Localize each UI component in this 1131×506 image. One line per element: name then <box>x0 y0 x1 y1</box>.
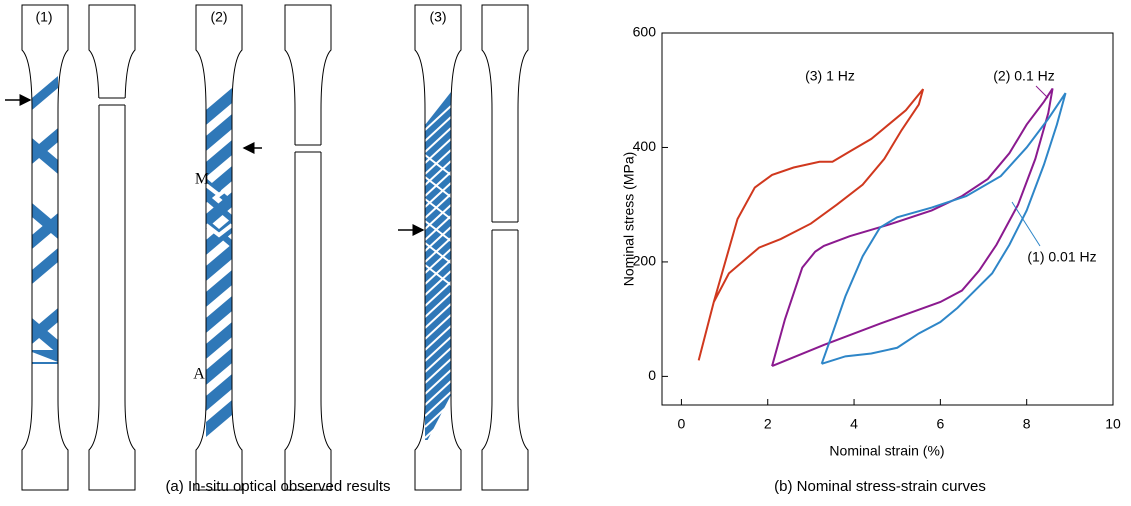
leader-line <box>1011 201 1041 247</box>
band-gap <box>425 380 451 406</box>
bands <box>206 88 232 437</box>
band-gap <box>425 325 451 351</box>
band <box>206 244 232 281</box>
band-gap <box>425 237 451 263</box>
band-gap <box>425 220 451 242</box>
specimen-label: (2) <box>210 9 227 25</box>
band-gap <box>425 116 451 142</box>
gap <box>94 98 130 105</box>
band <box>206 88 232 125</box>
series-label: (2) 0.1 Hz <box>993 68 1054 84</box>
caption: (b) Nominal stress-strain curves <box>774 478 986 495</box>
x-axis-title: Nominal strain (%) <box>829 443 944 459</box>
specimen <box>21 4 69 491</box>
band <box>206 140 232 177</box>
band-gap <box>206 183 232 198</box>
band-gap <box>32 352 58 362</box>
band-gap <box>425 369 451 395</box>
band <box>206 374 232 411</box>
specimen <box>414 4 462 491</box>
band <box>32 76 58 110</box>
band <box>206 166 232 203</box>
bands <box>425 92 451 440</box>
band-gap <box>425 413 451 439</box>
band <box>32 318 58 354</box>
band-gap <box>425 314 451 340</box>
band <box>206 400 232 437</box>
band-gap <box>425 154 451 176</box>
gap <box>487 222 523 230</box>
leader-line <box>1035 85 1049 99</box>
band <box>206 114 232 151</box>
band-gap <box>425 259 451 285</box>
x-tick-label: 2 <box>764 416 772 432</box>
gap <box>290 145 326 152</box>
band <box>206 322 232 359</box>
band-gap <box>425 270 451 296</box>
x-tick-label: 6 <box>936 416 944 432</box>
panel-a <box>5 4 529 491</box>
specimen-label: (1) <box>35 9 52 25</box>
band-gap <box>206 223 232 238</box>
band-gap <box>425 105 451 131</box>
band-gap <box>425 176 451 198</box>
y-tick-label: 0 <box>648 367 656 383</box>
series-label: (1) 0.01 Hz <box>1027 249 1096 265</box>
band-gap <box>425 292 451 318</box>
band-gap <box>425 171 451 197</box>
band-gap <box>425 402 451 428</box>
band <box>32 213 58 249</box>
y-tick-label: 200 <box>633 253 657 269</box>
plot-frame <box>661 32 1114 406</box>
specimen <box>88 4 136 491</box>
caption: (a) In-situ optical observed results <box>165 478 390 495</box>
band-gap <box>425 358 451 384</box>
point-label: A <box>193 366 205 383</box>
y-axis-title: Nominal stress (MPa) <box>621 152 637 287</box>
point-label: M <box>195 171 209 188</box>
band-gap <box>425 303 451 329</box>
specimen-label: (3) <box>429 9 446 25</box>
band <box>206 193 232 223</box>
specimen <box>481 4 529 491</box>
band-gap <box>425 264 451 286</box>
series-line <box>697 88 925 361</box>
y-tick-label: 600 <box>633 24 657 40</box>
band <box>32 248 58 284</box>
band-gap <box>425 127 451 153</box>
band-gap <box>425 193 451 219</box>
band-gap <box>425 281 451 307</box>
band <box>206 270 232 307</box>
specimen <box>195 4 243 491</box>
series-label: (3) 1 Hz <box>805 68 855 84</box>
band-gap <box>433 424 451 440</box>
band <box>206 348 232 385</box>
x-tick-label: 0 <box>678 416 686 432</box>
band-gap <box>425 198 451 220</box>
band-gap <box>425 149 451 175</box>
x-tick-label: 8 <box>1023 416 1031 432</box>
band-gap <box>425 336 451 362</box>
band <box>32 138 58 174</box>
band <box>206 296 232 333</box>
series-line <box>820 92 1067 365</box>
x-tick-label: 10 <box>1105 416 1121 432</box>
y-tick-label: 400 <box>633 138 657 154</box>
specimen <box>284 4 332 491</box>
series-line <box>771 87 1054 368</box>
band-gap <box>425 391 451 417</box>
x-tick-label: 4 <box>850 416 858 432</box>
band-gap <box>425 347 451 373</box>
band-gap <box>425 215 451 241</box>
band-gap <box>425 242 451 264</box>
bands <box>32 76 58 364</box>
